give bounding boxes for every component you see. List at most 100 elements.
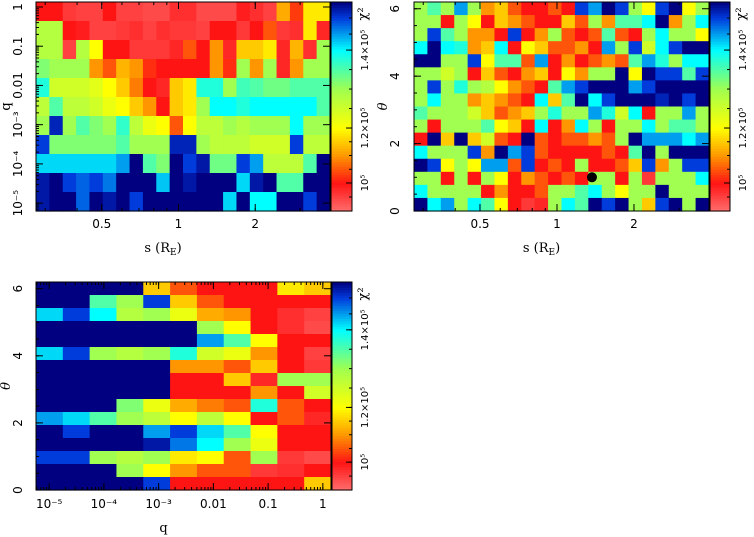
colorbar-frame	[709, 1, 731, 212]
colorbar-segment	[331, 72, 352, 76]
heatmap-cell	[36, 173, 50, 193]
heatmap-cell	[62, 40, 77, 60]
heatmap-cell	[668, 80, 683, 95]
colorbar-segment	[331, 200, 352, 204]
heatmap-cell	[62, 21, 77, 41]
x-axis-label: s (RE)	[144, 241, 181, 258]
heatmap-cell	[414, 145, 429, 160]
colorbar-tick-label: 1.2×10⁵	[738, 108, 749, 149]
heatmap-cell	[615, 67, 630, 81]
heatmap-cell	[62, 116, 77, 136]
heatmap-cell	[695, 93, 710, 108]
heatmap-cell	[414, 171, 429, 186]
heatmap-cell	[655, 132, 670, 147]
heatmap-cell	[196, 40, 211, 60]
heatmap-cell	[440, 93, 455, 108]
best-fit-marker	[586, 172, 597, 183]
heatmap-cell	[467, 15, 482, 29]
colorbar-segment	[332, 380, 352, 384]
heatmap-cell	[414, 80, 429, 95]
colorbar-segment	[331, 124, 352, 128]
heatmap-cell	[641, 93, 656, 108]
heatmap-cell	[628, 54, 643, 68]
heatmap-cell	[561, 15, 576, 29]
heatmap-cell	[521, 145, 536, 160]
heatmap-cell	[89, 386, 118, 400]
heatmap-cell	[534, 106, 549, 121]
heatmap-cell	[156, 40, 171, 60]
heatmap-cell	[223, 399, 252, 413]
colorbar-segment	[332, 458, 352, 462]
heatmap-cell	[481, 41, 496, 55]
heatmap-cell	[628, 145, 643, 160]
colorbar-segment	[331, 135, 352, 139]
colorbar-segment	[332, 391, 352, 395]
colorbar-segment	[710, 203, 730, 207]
heatmap-cell	[223, 438, 252, 452]
heatmap-cell	[36, 135, 50, 155]
heatmap-cell	[481, 145, 496, 160]
heatmap-cell	[695, 41, 710, 55]
heatmap-cell	[36, 373, 64, 387]
colorbar-segment	[710, 140, 730, 144]
colorbar-segment	[331, 96, 352, 100]
heatmap-cell	[36, 78, 50, 98]
heatmap-cell	[601, 2, 616, 16]
heatmap-cell	[641, 2, 656, 16]
heatmap-cell	[129, 116, 144, 136]
heatmap-cell	[89, 464, 118, 478]
heatmap-cell	[507, 158, 522, 173]
heatmap-cell	[249, 78, 264, 98]
heatmap-cell	[169, 78, 184, 98]
heatmap-cell	[62, 464, 91, 478]
heatmap-cell	[615, 15, 630, 29]
heatmap-cell	[574, 119, 589, 134]
heatmap-cell	[102, 173, 117, 193]
heatmap-cell	[454, 119, 469, 134]
heatmap-cell	[668, 171, 683, 186]
colorbar-segment	[332, 373, 352, 377]
heatmap-cell	[494, 54, 509, 68]
heatmap-cell	[682, 80, 697, 95]
heatmap-cell	[521, 197, 536, 212]
heatmap-cell	[668, 28, 683, 42]
heatmap-cell	[454, 106, 469, 121]
heatmap-cell	[628, 41, 643, 55]
heatmap-cell	[277, 360, 305, 374]
heatmap-cell	[304, 308, 332, 322]
heatmap-cell	[62, 451, 91, 465]
colorbar-segment	[331, 59, 352, 63]
heatmap-cell	[250, 464, 278, 478]
colorbar-segment	[332, 326, 352, 330]
heatmap-cell	[116, 59, 131, 79]
heatmap-cell	[481, 119, 496, 134]
heatmap-cell	[414, 93, 429, 108]
heatmap-cell	[169, 97, 184, 117]
heatmap-cell	[655, 145, 670, 160]
heatmap-cell	[427, 93, 442, 108]
colorbar-segment	[332, 362, 352, 366]
heatmap-cell	[316, 192, 331, 212]
heatmap-cell	[263, 21, 278, 41]
heatmap-cell	[494, 15, 509, 29]
heatmap-cell	[668, 197, 683, 212]
heatmap-cell	[236, 173, 251, 193]
heatmap-cell	[494, 41, 509, 55]
heatmap-cell	[316, 97, 331, 117]
heatmap-cell	[655, 41, 670, 55]
heatmap-cell	[481, 171, 496, 186]
heatmap-cell	[223, 97, 238, 117]
heatmap-cell	[62, 321, 91, 335]
heatmap-cell	[695, 197, 710, 212]
heatmap-cell	[89, 97, 104, 117]
heatmap-cell	[695, 171, 710, 186]
heatmap-cell	[49, 154, 64, 174]
x-axis-label-main: q	[159, 521, 167, 536]
colorbar-segment	[332, 375, 352, 379]
heatmap-cell	[36, 399, 64, 413]
heatmap-cell	[62, 334, 91, 348]
heatmap-cell	[277, 347, 305, 361]
heatmap-cell	[223, 295, 252, 309]
colorbar-frame	[331, 281, 353, 491]
heatmap-cell	[440, 28, 455, 42]
